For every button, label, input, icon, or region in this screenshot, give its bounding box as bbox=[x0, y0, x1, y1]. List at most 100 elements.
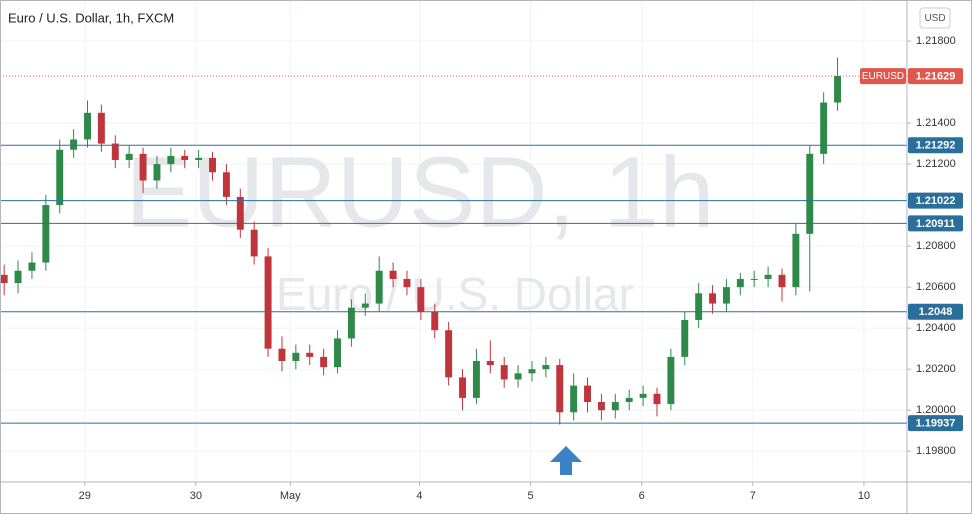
candle-body bbox=[389, 270, 397, 279]
y-tick-label: 1.20200 bbox=[916, 363, 956, 375]
candle-body bbox=[556, 365, 564, 413]
candle-body bbox=[306, 352, 314, 357]
level-label: 1.21022 bbox=[916, 195, 956, 207]
candle-body bbox=[0, 274, 8, 284]
candle-body bbox=[681, 319, 689, 357]
level-label: 1.20911 bbox=[916, 218, 955, 230]
candle-body bbox=[750, 278, 758, 280]
candle-body bbox=[597, 402, 605, 411]
candle-body bbox=[42, 205, 50, 263]
candle-body bbox=[334, 338, 341, 368]
candle-body bbox=[250, 229, 258, 257]
candle-body bbox=[792, 233, 800, 288]
x-tick-label: 6 bbox=[639, 490, 645, 502]
candle-body bbox=[222, 172, 230, 197]
x-tick-label: 30 bbox=[190, 490, 202, 502]
last-price-label: 1.21629 bbox=[916, 71, 956, 83]
currency-button[interactable] bbox=[919, 7, 951, 29]
grid bbox=[0, 0, 907, 482]
candle-body bbox=[153, 164, 161, 181]
candle-body bbox=[403, 278, 411, 288]
level-label: 1.19937 bbox=[916, 418, 956, 430]
candle-body bbox=[375, 270, 383, 304]
candle-body bbox=[209, 157, 216, 173]
candle-body bbox=[97, 112, 105, 144]
last-price-box bbox=[908, 68, 963, 85]
x-tick-label: 4 bbox=[416, 490, 422, 502]
level-label: 1.2048 bbox=[919, 306, 953, 318]
candle-body bbox=[472, 360, 480, 398]
candle-body bbox=[111, 143, 119, 160]
candle-body bbox=[625, 397, 633, 403]
candle-body bbox=[820, 102, 828, 154]
candle-body bbox=[459, 377, 467, 398]
y-tick-label: 1.20000 bbox=[916, 404, 956, 416]
candle-body bbox=[347, 307, 355, 339]
candle-body bbox=[56, 149, 64, 206]
x-tick-label: May bbox=[280, 490, 301, 502]
candle-body bbox=[722, 287, 730, 304]
candle-body bbox=[139, 153, 147, 181]
candle-body bbox=[445, 330, 453, 378]
level-label: 1.21292 bbox=[916, 140, 956, 152]
level-label-box bbox=[908, 192, 963, 209]
candle-body bbox=[695, 293, 703, 320]
candle-body bbox=[320, 356, 328, 368]
candle-body bbox=[500, 365, 508, 380]
level-label-box bbox=[908, 215, 963, 232]
candle-body bbox=[264, 256, 272, 349]
level-label-box bbox=[908, 137, 963, 154]
x-tick-label: 10 bbox=[858, 490, 870, 502]
y-tick-label: 1.20400 bbox=[916, 322, 956, 334]
candle-body bbox=[125, 153, 133, 160]
candle-body bbox=[28, 262, 36, 271]
level-label-box bbox=[908, 415, 963, 432]
candle-body bbox=[84, 112, 91, 140]
candle-body bbox=[292, 352, 300, 361]
candle-body bbox=[764, 274, 772, 279]
candle-body bbox=[542, 365, 550, 370]
candle-body bbox=[361, 303, 369, 308]
candle-body bbox=[514, 373, 522, 380]
candle-body bbox=[167, 155, 175, 165]
candle-body bbox=[778, 274, 786, 288]
level-label-box bbox=[908, 303, 963, 320]
candle-body bbox=[584, 385, 592, 403]
candle-body bbox=[667, 356, 675, 405]
y-tick-label: 1.19800 bbox=[916, 445, 956, 457]
chart-title: Euro / U.S. Dollar, 1h, FXCM bbox=[8, 10, 174, 25]
candle-body bbox=[611, 402, 619, 411]
y-tick-label: 1.20800 bbox=[916, 240, 956, 252]
symbol-box bbox=[860, 68, 906, 85]
candle-body bbox=[181, 155, 189, 160]
candle-body bbox=[570, 385, 578, 413]
candle-body bbox=[14, 270, 22, 284]
candle-body bbox=[653, 393, 661, 405]
arrow-up bbox=[550, 446, 582, 475]
candle-body bbox=[486, 360, 494, 366]
y-tick-label: 1.21200 bbox=[916, 158, 956, 170]
candle-body bbox=[528, 369, 536, 374]
x-tick-label: 29 bbox=[79, 490, 91, 502]
plot bbox=[0, 57, 907, 425]
watermark-sub: Euro / U.S. Dollar bbox=[276, 268, 634, 320]
axis: 1.21800 1.21400 1.21200 1.20800 1.20600 1.204… bbox=[79, 35, 963, 502]
candle-body bbox=[639, 393, 647, 398]
symbol-label: EURUSD bbox=[862, 71, 904, 82]
candle-body bbox=[236, 196, 244, 230]
candle-body bbox=[70, 139, 78, 150]
watermark: EURUSD, 1h bbox=[125, 136, 714, 248]
candle-body bbox=[834, 75, 842, 103]
y-tick-label: 1.21400 bbox=[916, 117, 956, 129]
currency-label: USD bbox=[924, 13, 945, 24]
candle-body bbox=[195, 157, 203, 160]
x-tick-label: 7 bbox=[750, 490, 756, 502]
candle-body bbox=[431, 311, 439, 331]
candle-body bbox=[736, 278, 744, 288]
y-tick-label: 1.21800 bbox=[916, 35, 956, 47]
candle-body bbox=[417, 287, 425, 312]
candle-body bbox=[806, 153, 814, 234]
candle-body bbox=[278, 348, 286, 361]
